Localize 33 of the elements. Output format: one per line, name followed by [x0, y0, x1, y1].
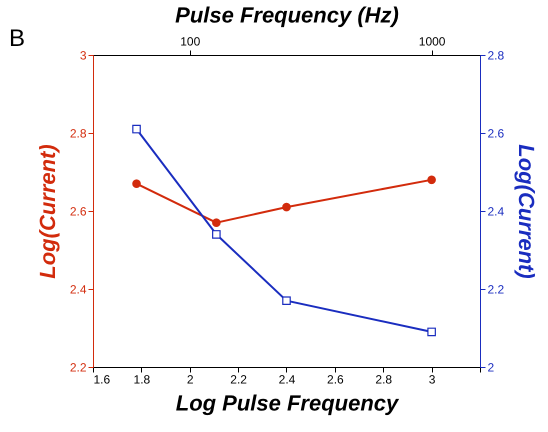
point: [427, 176, 436, 184]
point: [212, 230, 221, 239]
point: [212, 218, 221, 227]
text: B: [9, 25, 26, 52]
y2-tick-label: 2.8: [488, 48, 505, 62]
y-axis-title: Log(Current): [34, 144, 60, 279]
point: [427, 328, 436, 336]
x-tick-label: 2.4: [278, 372, 296, 386]
x-tick-label: 3: [428, 372, 436, 386]
y-tick-label: 2.2: [70, 360, 87, 374]
y2-tick-label: 2.4: [488, 204, 505, 218]
y2-tick-label: 2: [488, 360, 494, 374]
x2-axis-title: Pulse Frequency (Hz): [175, 2, 399, 28]
x-tick-label: 2.2: [230, 372, 248, 386]
x2-tick-label: 100: [180, 34, 201, 48]
x2-tick-label: 1000: [418, 34, 446, 48]
x-axis-title: Log Pulse Frequency: [176, 390, 400, 416]
x-tick-label: 1.8: [134, 372, 151, 386]
y-tick-label: 2.4: [70, 282, 87, 296]
y2-tick-label: 2.2: [488, 282, 505, 296]
x-tick-label: 2: [186, 372, 194, 386]
point: [132, 179, 141, 188]
y2-tick-label: 2.6: [488, 126, 505, 140]
x-tick-label: 1.6: [94, 372, 111, 386]
y2-axis-title: Log(Current): [514, 144, 540, 279]
y-tick-label: 3: [80, 48, 87, 62]
y-tick-label: 2.6: [70, 204, 87, 218]
point: [282, 296, 291, 306]
point: [132, 124, 141, 134]
x-tick-label: 2.8: [375, 372, 392, 386]
point: [282, 202, 291, 212]
x-tick-label: 2.6: [327, 372, 344, 386]
y-tick-label: 2.8: [70, 126, 87, 140]
